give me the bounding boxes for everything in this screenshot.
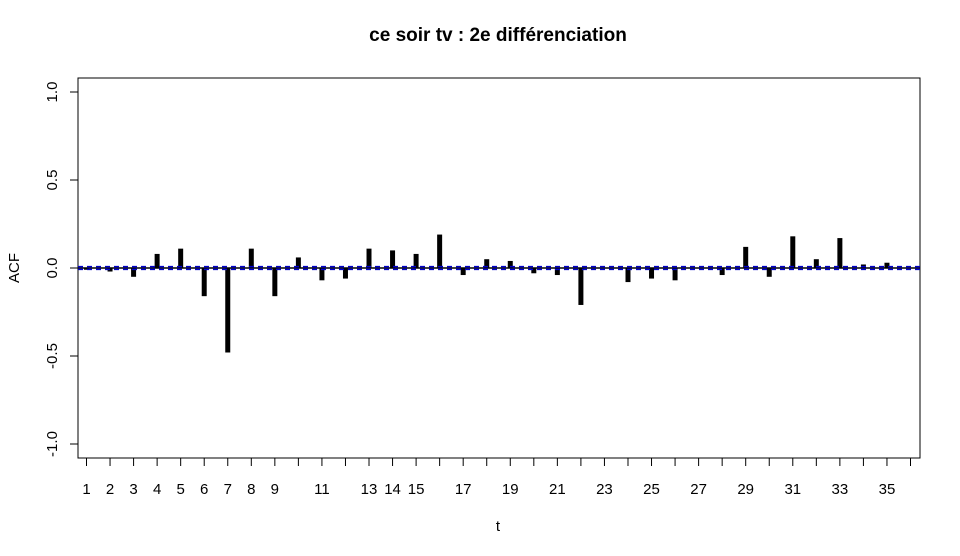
x-axis-label: t [496,518,501,535]
x-tick-label: 27 [690,481,707,498]
x-tick-label: 21 [549,481,566,498]
x-tick-label: 14 [384,481,401,498]
x-tick-label: 33 [832,481,849,498]
x-tick-label: 13 [361,481,378,498]
y-tick-label: 0.5 [44,170,61,191]
x-axis: 1 2 3 4 5 6 7 8 9 11 13 14 15 17 19 21 23 25 27 29 31 33 35 [82,457,911,498]
x-tick-label: 29 [737,481,754,498]
x-tick-label: 7 [224,481,232,498]
x-tick-label: 23 [596,481,613,498]
x-tick-label: 9 [271,481,279,498]
y-tick-label: 0.0 [44,258,61,279]
x-tick-label: 8 [247,481,255,498]
x-tick-label: 25 [643,481,660,498]
y-axis: -1.0 -0.5 0.0 0.5 1.0 [44,82,79,457]
acf-bars [84,234,890,353]
x-tick-label: 31 [784,481,801,498]
x-tick-label: 5 [176,481,184,498]
x-tick-label: 19 [502,481,519,498]
x-tick-label: 6 [200,481,208,498]
y-axis-label: ACF [6,253,23,283]
y-tick-label: 1.0 [44,82,61,103]
x-tick-label: 2 [106,481,114,498]
x-tick-label: 11 [314,481,330,498]
x-tick-label: 17 [455,481,472,498]
x-tick-label: 15 [408,481,425,498]
x-tick-label: 35 [879,481,896,498]
x-tick-label: 1 [82,481,90,498]
y-tick-label: -0.5 [44,343,61,369]
confidence-band [78,265,920,271]
x-tick-label: 4 [153,481,161,498]
x-tick-label: 3 [129,481,137,498]
chart-title: ce soir tv : 2e différenciation [369,25,627,46]
y-tick-label: -1.0 [44,431,61,457]
